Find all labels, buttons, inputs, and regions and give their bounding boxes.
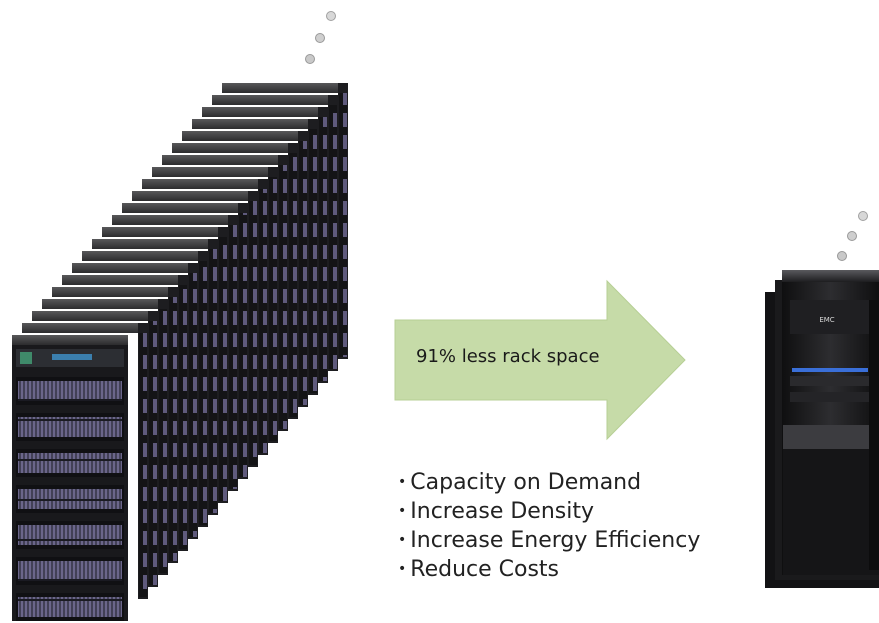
server-rack-stack <box>12 83 348 621</box>
rack-unit <box>212 95 338 371</box>
vent-grille <box>783 425 879 449</box>
benefit-item: • Increase Energy Efficiency <box>398 528 701 553</box>
benefit-item: • Reduce Costs <box>398 557 560 582</box>
rack-unit <box>172 143 298 419</box>
rack-unit <box>62 275 188 551</box>
rack-unit <box>102 227 228 503</box>
benefit-text: Reduce Costs <box>410 557 560 582</box>
rack-unit <box>182 131 308 407</box>
rack-unit <box>42 299 168 575</box>
front-rack <box>12 335 128 621</box>
rack-unit <box>192 119 318 395</box>
rack-unit <box>122 203 248 479</box>
steam-bubbles-left <box>305 11 336 64</box>
rack-unit <box>52 287 178 563</box>
rack-unit <box>142 179 268 455</box>
benefit-text: Capacity on Demand <box>410 470 642 495</box>
arrow-label: 91% less rack space <box>416 346 600 367</box>
benefit-item: • Increase Density <box>398 499 594 524</box>
compact-storage-array: EMC <box>765 270 879 588</box>
rack-unit <box>72 263 198 539</box>
rack-unit <box>152 167 278 443</box>
benefit-text: Increase Energy Efficiency <box>410 528 701 553</box>
steam-bubbles-right <box>837 211 868 261</box>
benefits-list: • Capacity on Demand • Increase Density • I… <box>398 468 700 584</box>
rack-unit <box>92 239 218 515</box>
rack-unit <box>82 251 208 527</box>
storage-brand-logo: EMC <box>819 316 834 324</box>
status-led-bar <box>792 368 868 372</box>
rack-unit <box>162 155 288 431</box>
benefit-item: • Capacity on Demand <box>398 470 642 495</box>
benefit-text: Increase Density <box>410 499 594 524</box>
rack-unit <box>112 215 238 491</box>
rack-unit <box>202 107 328 383</box>
rack-unit <box>32 311 158 587</box>
rack-unit <box>22 323 148 599</box>
reduction-arrow <box>394 279 686 441</box>
rack-unit <box>222 83 348 359</box>
rack-unit <box>132 191 258 467</box>
